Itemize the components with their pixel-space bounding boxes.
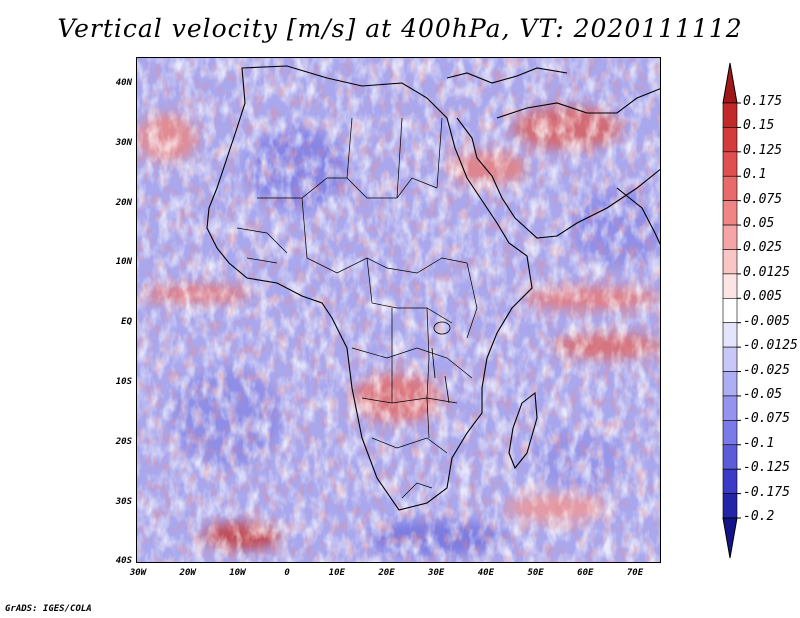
- colorbar-segment: [722, 297, 738, 324]
- grads-credit: GrADS: IGES/COLA: [5, 604, 92, 614]
- colorbar-level-label: -0.0125: [743, 338, 798, 354]
- lon-label: 50E: [527, 568, 544, 578]
- lat-label: 30N: [115, 137, 132, 148]
- colorbar-segment: [722, 200, 738, 226]
- colorbar-segment: [722, 273, 738, 299]
- colorbar-segment: [722, 371, 738, 397]
- map-panel: [136, 57, 661, 563]
- colorbar-segment: [722, 420, 738, 446]
- lon-label: 30E: [428, 568, 445, 578]
- colorbar-segment: [722, 346, 738, 372]
- colorbar-segment: [722, 395, 738, 421]
- lat-label: EQ: [121, 317, 132, 328]
- colorbar-segment: [722, 468, 738, 494]
- lon-label: 40E: [477, 568, 495, 578]
- lat-label: 10N: [115, 257, 132, 268]
- colorbar-segment: [722, 249, 738, 275]
- colorbar-segment: [722, 175, 738, 201]
- country-borders: [236, 117, 478, 499]
- colorbar-level-label: -0.175: [743, 484, 790, 500]
- lat-label: 40S: [115, 556, 132, 567]
- colorbar-top-arrow: [722, 62, 738, 104]
- vertical-velocity-field: [137, 58, 660, 562]
- lakes: [431, 321, 451, 404]
- colorbar-level-label: -0.2: [743, 509, 775, 524]
- colorbar-level-label: 0.15: [743, 118, 775, 134]
- lon-label: 70E: [626, 568, 644, 578]
- lon-label: 20W: [179, 568, 196, 578]
- colorbar-level-label: -0.125: [743, 460, 790, 476]
- colorbar-level-label: 0.0125: [743, 264, 790, 280]
- colorbar-level-label: 0.025: [743, 240, 783, 256]
- colorbar-segment: [722, 224, 738, 250]
- colorbar-segment: [722, 102, 738, 128]
- colorbar-level-label: -0.1: [743, 435, 775, 451]
- colorbar-level-label: -0.005: [743, 313, 790, 329]
- lon-label: 30W: [129, 568, 147, 578]
- lat-label: 30S: [115, 496, 132, 507]
- colorbar-bottom-arrow: [722, 517, 738, 559]
- lon-label: 10E: [328, 568, 345, 578]
- colorbar-level-label: -0.05: [743, 386, 783, 402]
- noise-texture-red: [137, 58, 660, 562]
- lon-label: 60E: [577, 568, 594, 578]
- coastlines: [206, 65, 660, 511]
- lon-label: 0: [284, 568, 290, 578]
- lat-label: 10S: [115, 377, 132, 387]
- colorbar-segment: [722, 127, 738, 153]
- colorbar-level-label: 0.175: [743, 94, 783, 109]
- colorbar-segment: [722, 322, 738, 348]
- colorbar-level-label: 0.05: [743, 216, 775, 232]
- colorbar-level-label: 0.125: [743, 142, 783, 158]
- colorbar-segment: [722, 493, 738, 519]
- lat-label: 40N: [115, 78, 132, 88]
- colorbar-level-label: 0.075: [743, 191, 783, 207]
- colorbar-level-label: 0.1: [743, 167, 767, 183]
- lon-label: 10W: [229, 568, 246, 578]
- lon-label: 20E: [378, 568, 395, 578]
- colorbar-level-label: 0.005: [743, 289, 783, 305]
- lat-label: 20N: [115, 197, 132, 208]
- colorbar-level-label: -0.075: [743, 411, 790, 427]
- lat-label: 20S: [115, 436, 132, 447]
- colorbar-segment: [722, 151, 738, 177]
- colorbar-segment: [722, 444, 738, 470]
- map-title: Vertical velocity [m/s] at 400hPa, VT: 2…: [57, 14, 743, 43]
- colorbar-level-label: -0.025: [743, 362, 790, 378]
